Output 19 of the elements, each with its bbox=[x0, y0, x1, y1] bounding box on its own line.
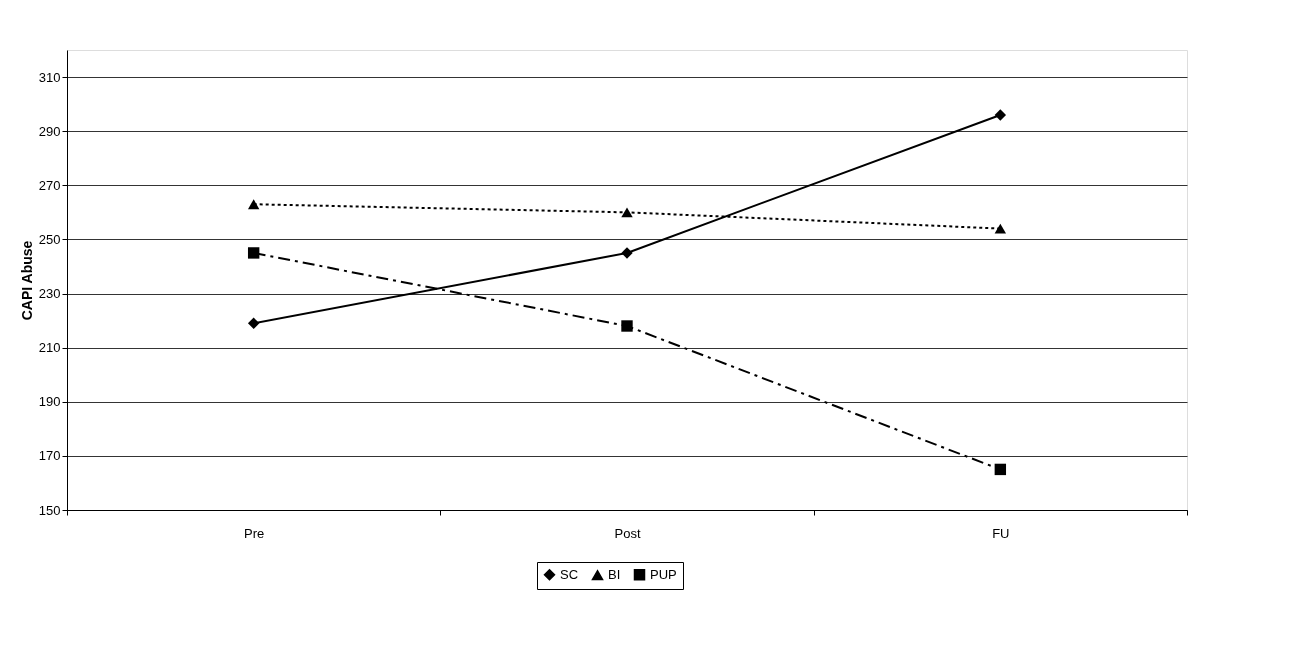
x-tick-label: FU bbox=[992, 525, 1010, 541]
x-tick-label: Pre bbox=[244, 525, 265, 541]
y-tick-label: 170 bbox=[38, 448, 61, 464]
y-tick-label: 270 bbox=[38, 177, 61, 193]
point bbox=[247, 247, 260, 259]
legend-label: PUP bbox=[650, 566, 677, 582]
y-tick-label: 190 bbox=[38, 394, 61, 410]
y-tick-label: 290 bbox=[38, 123, 61, 139]
y-tick-label: 150 bbox=[38, 502, 61, 518]
point bbox=[621, 320, 633, 332]
x-tick-label: Post bbox=[614, 525, 641, 541]
y-tick-label: 210 bbox=[38, 340, 61, 356]
y-tick-label: 230 bbox=[38, 286, 61, 302]
point bbox=[994, 223, 1007, 234]
y-axis-title: CAPI Abuse bbox=[18, 240, 35, 321]
legend-label: BI bbox=[608, 567, 621, 583]
y-tick-label: 250 bbox=[38, 231, 61, 247]
legend-label: SC bbox=[560, 566, 579, 582]
y-tick-label: 310 bbox=[38, 69, 61, 85]
